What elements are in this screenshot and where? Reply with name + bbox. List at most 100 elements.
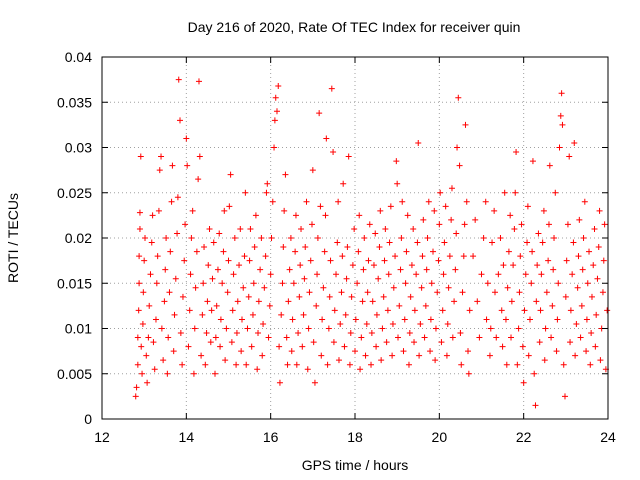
y-tick-label: 0.005 — [57, 366, 92, 382]
data-point — [229, 307, 236, 314]
y-tick-label: 0.04 — [65, 49, 92, 65]
data-point — [368, 361, 375, 368]
data-point — [162, 266, 169, 273]
data-point — [435, 257, 442, 264]
data-point — [179, 361, 186, 368]
data-point — [245, 293, 252, 300]
data-point — [567, 307, 574, 314]
data-point — [331, 307, 338, 314]
data-point — [465, 348, 472, 355]
data-point — [548, 334, 555, 341]
data-point — [455, 94, 462, 101]
data-point — [165, 334, 172, 341]
data-point — [246, 257, 253, 264]
data-point — [508, 334, 515, 341]
data-point — [534, 262, 541, 269]
data-point — [296, 293, 303, 300]
data-point — [171, 311, 178, 318]
data-point — [427, 316, 434, 323]
data-point — [539, 239, 546, 246]
data-point — [139, 320, 146, 327]
data-point — [202, 361, 209, 368]
data-point — [168, 198, 175, 205]
data-point — [368, 330, 375, 337]
data-point — [252, 212, 259, 219]
x-tick-label: 14 — [179, 429, 195, 445]
data-point — [364, 289, 371, 296]
data-point — [198, 352, 205, 359]
data-point — [233, 361, 240, 368]
data-point — [326, 293, 333, 300]
x-tick-label: 22 — [516, 429, 532, 445]
data-point — [381, 257, 388, 264]
data-point — [223, 325, 230, 332]
data-point — [342, 311, 349, 318]
data-point — [333, 271, 340, 278]
data-point — [396, 302, 403, 309]
data-point — [275, 82, 282, 89]
data-point — [463, 198, 470, 205]
data-point — [413, 271, 420, 278]
data-point — [184, 162, 191, 169]
data-point — [428, 280, 435, 287]
data-point — [271, 117, 278, 124]
data-point — [526, 316, 533, 323]
data-point — [257, 266, 264, 273]
data-point — [451, 298, 458, 305]
data-point — [175, 76, 182, 83]
data-point — [504, 284, 511, 291]
data-point — [554, 316, 561, 323]
data-point — [289, 316, 296, 323]
data-point — [373, 311, 380, 318]
data-point — [182, 221, 189, 228]
data-point — [136, 209, 143, 216]
data-point — [142, 235, 149, 241]
data-point — [170, 348, 177, 355]
data-point — [425, 198, 432, 205]
data-point — [347, 330, 354, 337]
data-point — [552, 189, 559, 196]
data-point — [597, 357, 604, 364]
data-point — [505, 248, 512, 255]
data-point — [586, 248, 593, 255]
data-point — [145, 334, 152, 341]
data-point — [536, 339, 543, 346]
data-point — [132, 393, 139, 400]
data-point — [386, 239, 393, 246]
data-point — [418, 284, 425, 291]
data-point — [486, 352, 493, 359]
data-point — [408, 262, 415, 269]
x-axis-ticks: 12 14 16 18 20 22 24 — [94, 57, 616, 445]
data-point — [557, 112, 564, 119]
data-point — [310, 339, 317, 346]
data-point — [392, 253, 399, 260]
data-point — [283, 334, 290, 341]
data-point — [445, 284, 452, 291]
data-point — [550, 266, 557, 273]
data-point — [206, 225, 213, 232]
data-point — [393, 158, 400, 165]
data-point — [258, 235, 265, 241]
data-point — [230, 271, 237, 278]
data-point — [303, 198, 310, 205]
data-point — [472, 216, 479, 223]
data-point — [369, 298, 376, 305]
data-point — [136, 280, 143, 287]
data-point — [411, 307, 418, 314]
x-axis-label: GPS time / hours — [302, 457, 409, 473]
data-point — [497, 235, 504, 241]
data-point — [293, 361, 300, 368]
data-point — [549, 302, 556, 309]
grid-lines — [102, 57, 608, 419]
data-point — [362, 352, 369, 359]
data-point — [149, 212, 156, 219]
data-point — [304, 366, 311, 373]
data-point — [323, 135, 330, 142]
data-point — [573, 320, 580, 327]
data-point — [407, 293, 414, 300]
data-point — [580, 235, 587, 241]
data-point — [217, 343, 224, 350]
data-point — [355, 248, 362, 255]
data-point — [462, 121, 469, 128]
data-point — [363, 320, 370, 327]
